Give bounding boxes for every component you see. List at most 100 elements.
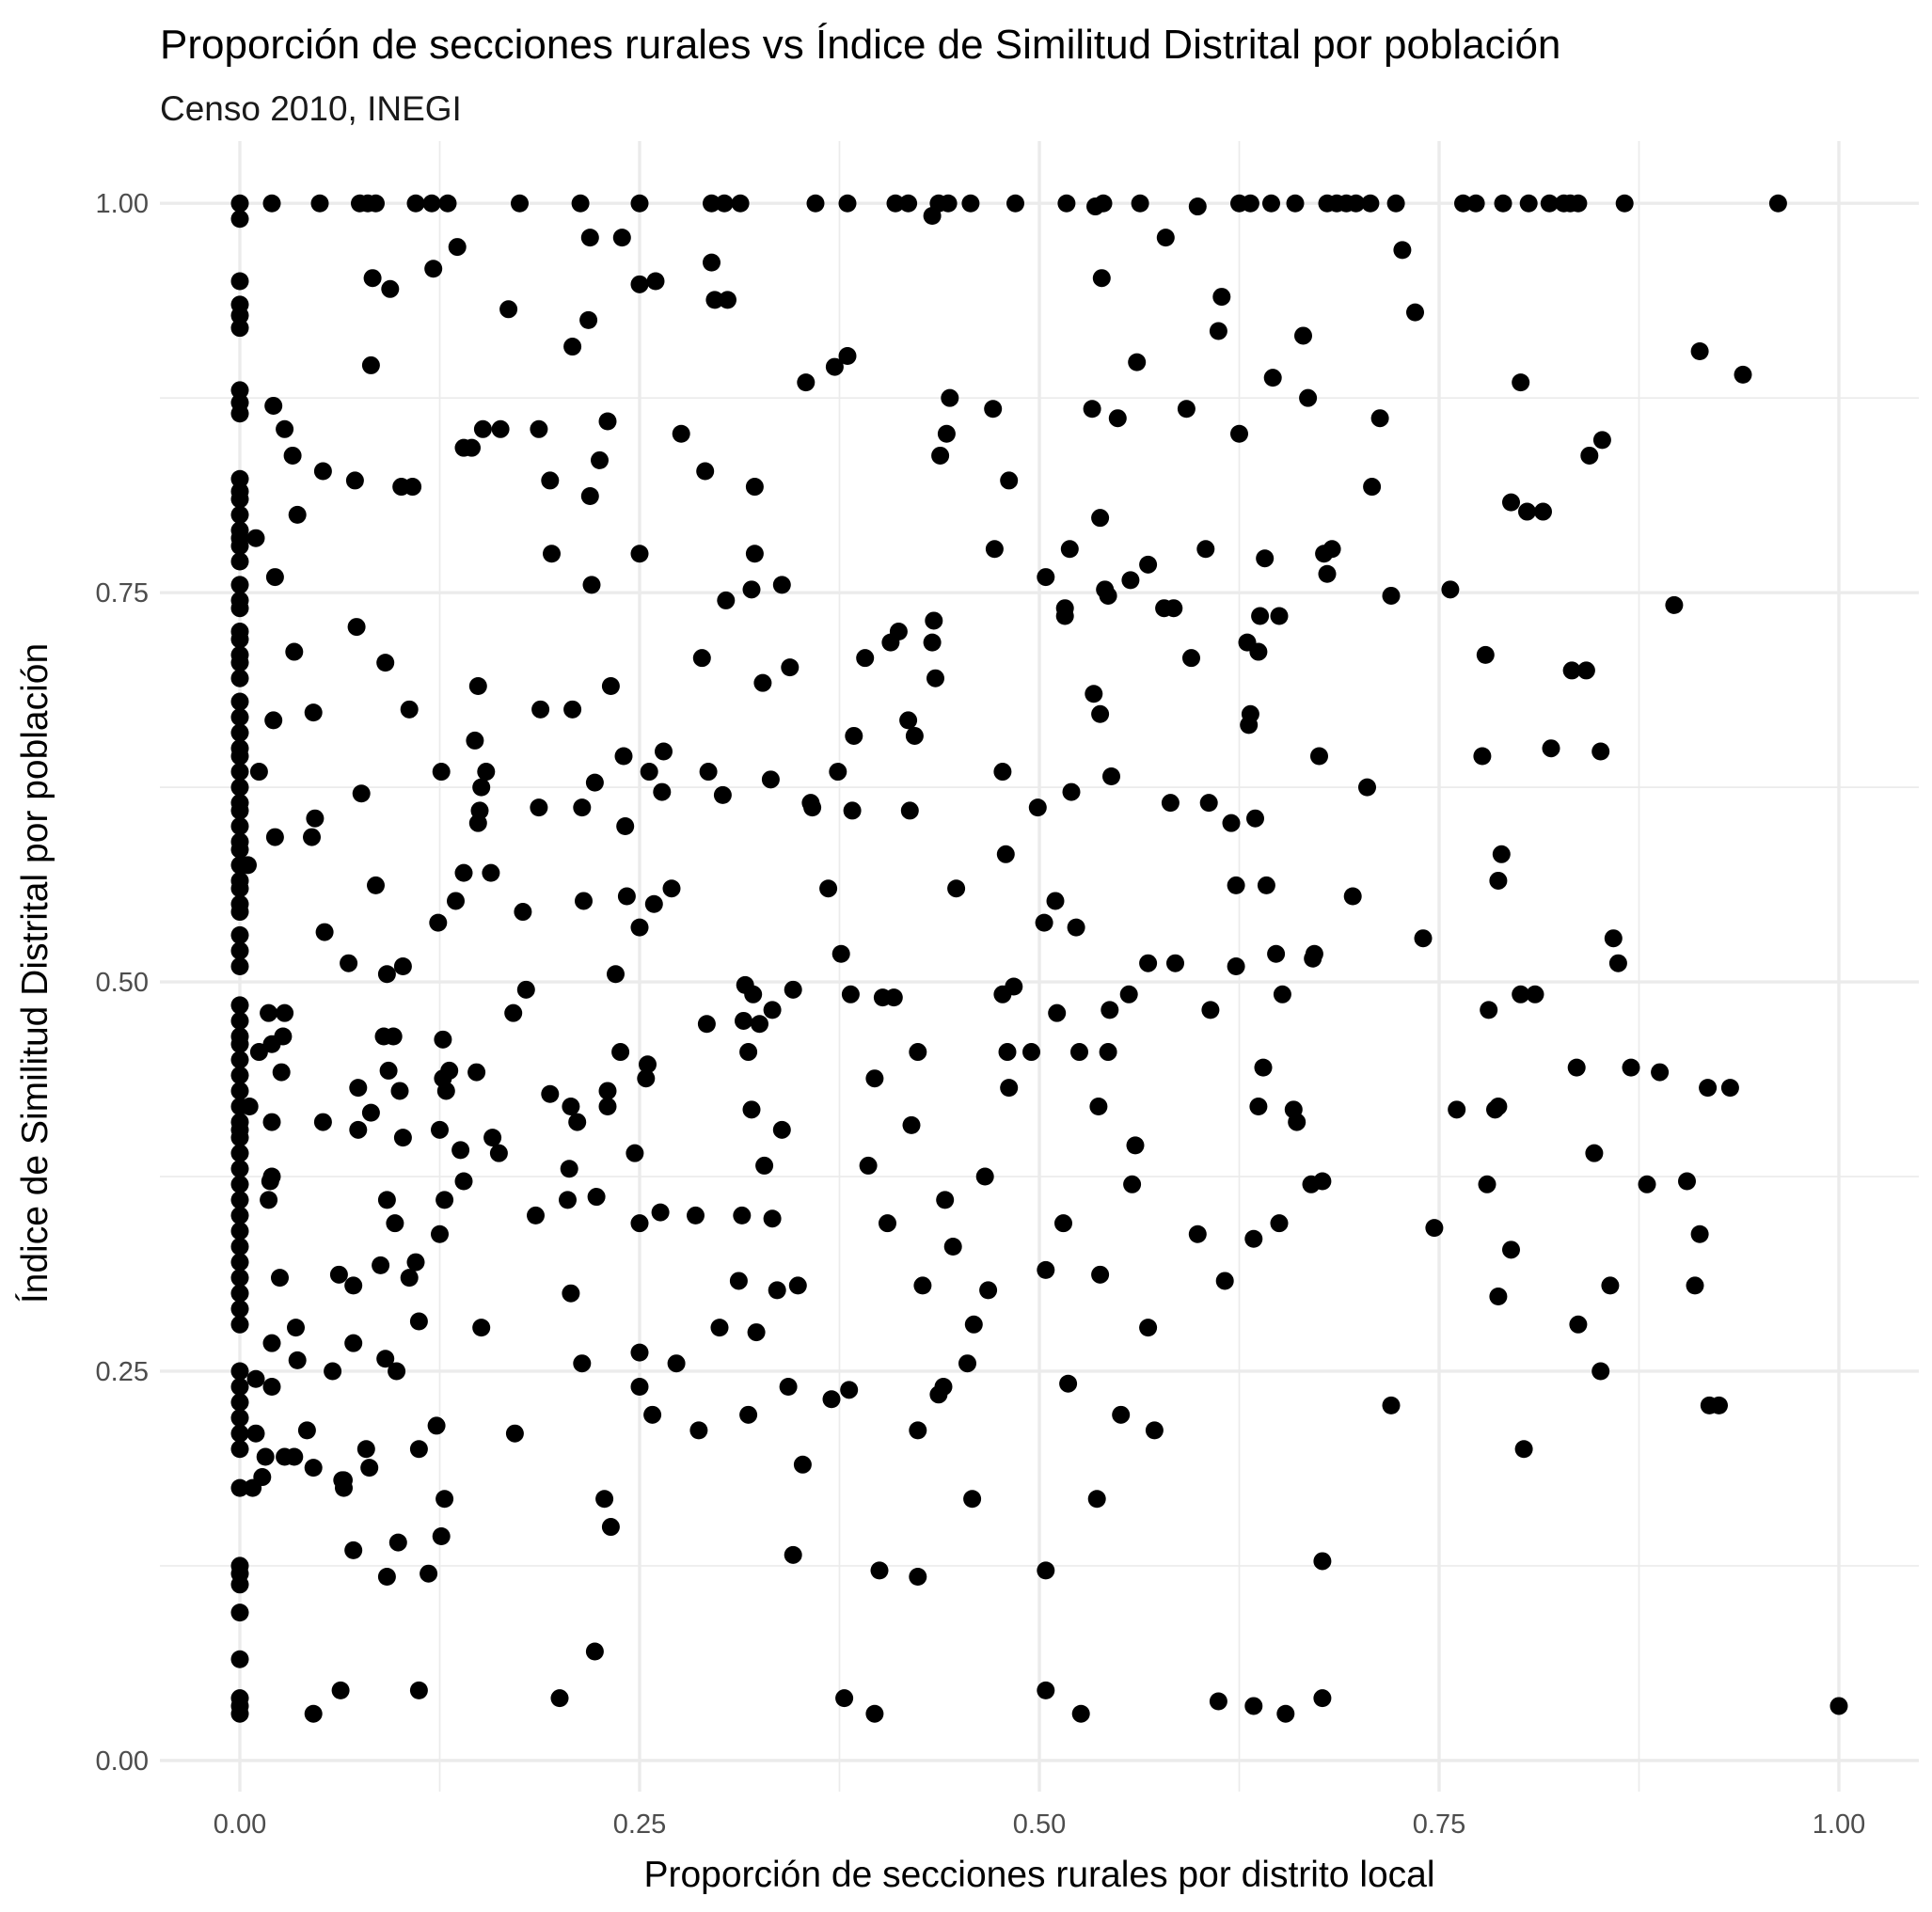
data-point [689,1421,708,1440]
data-point [975,1167,994,1186]
data-point [923,633,942,652]
data-point [260,1191,278,1209]
data-point [1562,661,1581,680]
data-point [409,1312,428,1331]
data-point [1196,540,1215,559]
data-point [699,763,718,782]
data-point [598,412,617,431]
data-point [367,876,385,894]
data-point [781,658,800,677]
data-point [230,272,249,291]
data-point [406,1253,425,1272]
data-point [1092,269,1111,288]
data-point [761,770,780,789]
data-point [393,1129,412,1147]
data-point [230,1175,249,1193]
data-point [899,711,918,730]
data-point [530,419,548,438]
data-point [422,194,441,213]
data-point [1227,957,1245,975]
data-point [541,1084,560,1103]
data-point [735,1011,752,1030]
data-point [363,269,382,288]
data-point [230,1650,249,1668]
data-point [230,778,249,797]
y-tick-label: 0.25 [96,1357,149,1387]
data-point [1604,929,1623,948]
data-point [230,1222,249,1240]
data-point [230,692,249,711]
data-point [744,985,763,1003]
data-point [468,676,487,695]
data-point [438,194,457,213]
data-point [230,1409,249,1428]
data-point [1540,194,1559,213]
data-point [822,1390,841,1409]
data-point [865,1704,884,1723]
data-point [806,194,825,213]
data-point [1386,194,1405,213]
data-point [797,373,816,392]
data-point [505,1424,524,1443]
data-point [692,649,711,668]
data-point [1454,194,1472,213]
data-point [483,1129,502,1147]
data-point [429,913,448,932]
data-point [230,1704,249,1723]
data-point [585,773,604,792]
data-point [1230,424,1248,443]
y-axis-ticks: 0.00 0.25 0.50 0.75 1.00 [96,189,149,1777]
data-point [272,1063,291,1082]
data-point [390,1082,409,1100]
data-point [1313,1689,1332,1708]
data-point [454,1172,473,1191]
data-point [667,1354,686,1373]
data-point [230,599,249,618]
data-point [713,785,732,804]
data-point [230,1300,249,1319]
data-point [926,669,944,687]
data-point [1108,409,1127,428]
data-point [1177,400,1196,419]
data-point [1651,1063,1670,1082]
data-point [285,1447,304,1466]
data-point [979,1281,998,1300]
data-point [230,381,249,400]
data-point [825,357,844,376]
data-point [601,1518,620,1537]
data-point [729,1272,748,1290]
data-point [1448,1100,1466,1119]
data-point [1035,913,1053,932]
data-point [580,486,599,505]
data-point [377,1568,396,1587]
data-point [230,941,249,960]
data-point [1576,661,1595,680]
data-point [276,1003,294,1022]
data-point [793,1455,812,1474]
data-point [230,1315,249,1334]
data-point [1502,1240,1520,1259]
data-point [617,887,636,906]
data-point [448,238,467,257]
data-point [1244,1697,1263,1715]
data-point [264,711,283,730]
data-point [400,700,419,719]
data-point [1569,194,1588,213]
data-point [230,654,249,672]
data-point [1502,493,1520,512]
data-point [1188,198,1207,216]
data-point [1267,944,1286,963]
data-point [1241,194,1259,213]
y-tick-label: 0.50 [96,968,149,998]
data-point [230,879,249,898]
data-point [1318,564,1337,583]
data-point [1678,1172,1696,1191]
data-point [400,1269,419,1288]
data-point [246,1369,265,1388]
data-point [360,1459,379,1477]
data-point [230,1393,249,1412]
data-point [1085,685,1103,703]
data-point [404,478,422,497]
data-point [719,291,736,309]
data-point [639,1055,657,1074]
